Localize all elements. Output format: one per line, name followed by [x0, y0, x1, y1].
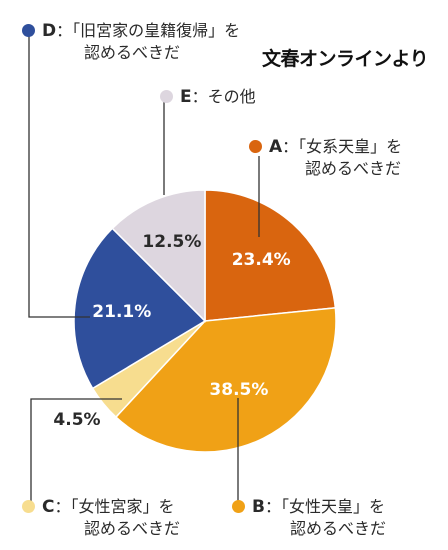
slice-label-a: 23.4% — [232, 250, 291, 270]
legend-swatch-b — [232, 500, 245, 513]
legend-text-a-line2: 認めるべきだ — [305, 159, 402, 178]
legend-text-d: ：「旧宮家の皇籍復帰」を — [56, 21, 241, 40]
legend-swatch-c — [22, 500, 35, 513]
slice-labels: 23.4% 38.5% 4.5% 21.1% 12.5% — [53, 232, 290, 430]
legend-text-c: ：「女性宮家」を — [54, 497, 175, 516]
pie-slice-b — [114, 307, 337, 453]
legend-text-d-line2: 認めるべきだ — [84, 43, 181, 62]
slice-label-c: 4.5% — [53, 410, 100, 430]
legend-text-c-line2: 認めるべきだ — [84, 519, 181, 538]
legend-letter-e: E — [180, 87, 192, 107]
legend-letter-d: D — [42, 21, 57, 41]
pie-slice-e — [111, 189, 206, 323]
legend-swatch-e — [160, 90, 173, 103]
legend-item-e: E：その他 — [160, 86, 256, 108]
leader-line-c — [30, 398, 122, 505]
legend-swatch-d — [22, 24, 35, 37]
pie-slices — [73, 189, 337, 453]
source-credit: 文春オンラインより — [262, 48, 429, 70]
pie-slice-a — [204, 189, 337, 322]
legend-letter-b: B — [252, 497, 265, 517]
leader-line-d — [28, 36, 90, 318]
legend-text-e: ：その他 — [191, 87, 256, 106]
slice-label-d: 21.1% — [92, 302, 151, 322]
legend-letter-a: A — [269, 137, 283, 157]
legend-letter-c: C — [42, 497, 55, 517]
legend-item-d: D：「旧宮家の皇籍復帰」を 認めるべきだ — [22, 20, 240, 63]
legend-text-a: ：「女系天皇」を — [282, 137, 403, 156]
legend-swatch-a — [249, 140, 262, 153]
slice-label-e: 12.5% — [142, 232, 201, 252]
legend-item-b: B：「女性天皇」を 認めるべきだ — [232, 496, 386, 539]
leader-lines — [28, 36, 260, 505]
slice-label-b: 38.5% — [209, 380, 268, 400]
legend-text-b-line2: 認めるべきだ — [290, 519, 387, 538]
legend-item-a: A：「女系天皇」を 認めるべきだ — [249, 136, 402, 179]
pie-slice-d — [73, 227, 207, 390]
legend-text-b: ：「女性天皇」を — [264, 497, 385, 516]
legend-item-c: C：「女性宮家」を 認めるべきだ — [22, 496, 180, 539]
